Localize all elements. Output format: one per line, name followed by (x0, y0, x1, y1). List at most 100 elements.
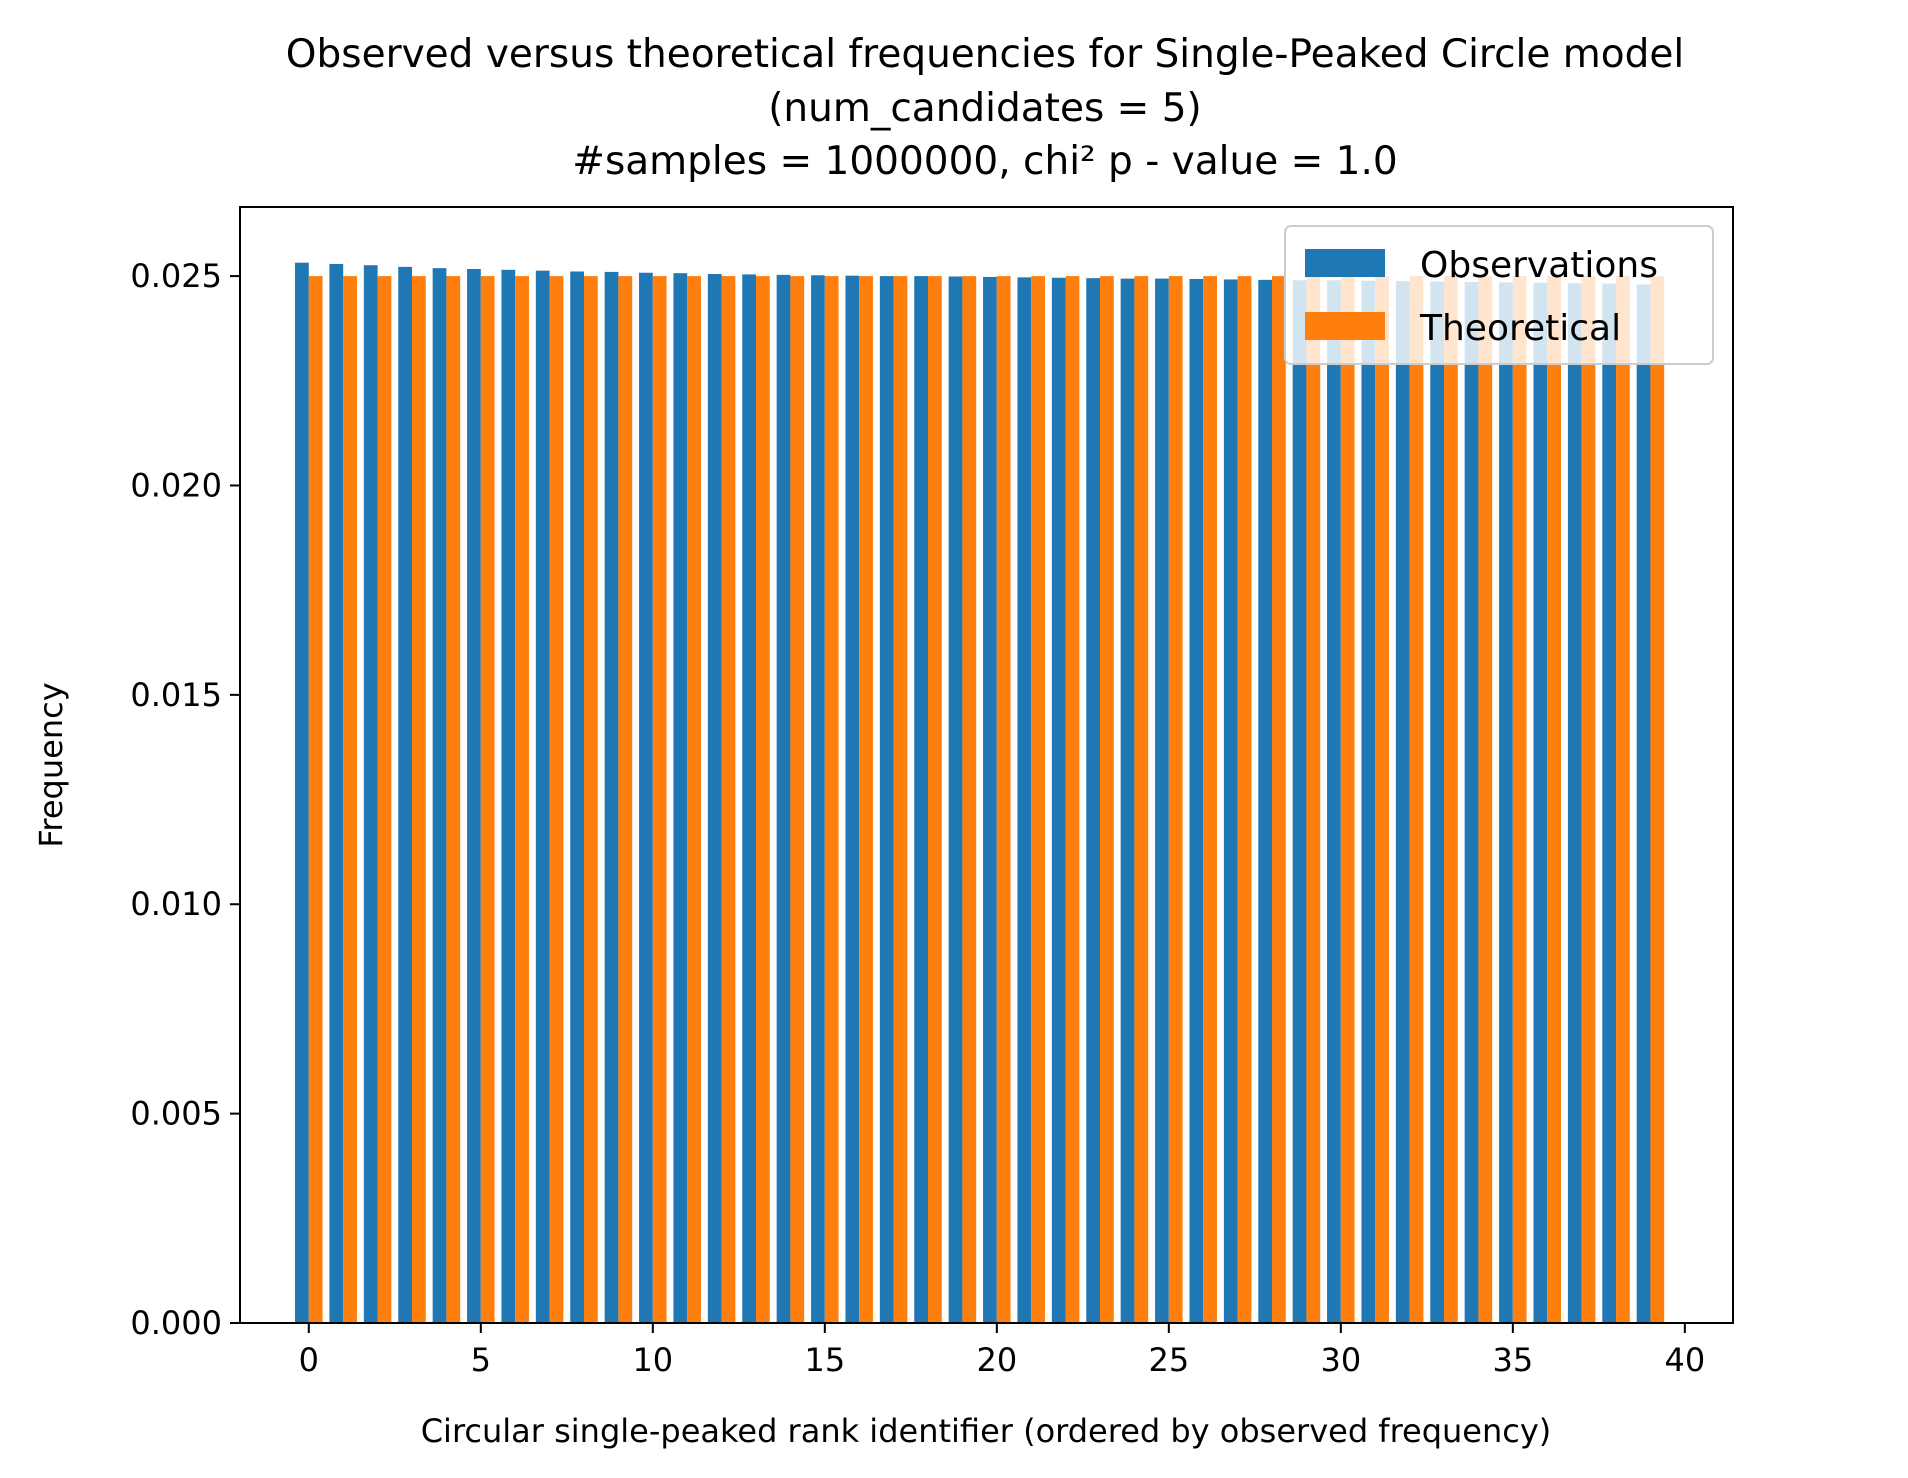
bar-theoretical-10 (652, 276, 667, 1324)
x-ticks-group: 0 5 10 15 20 25 30 35 40 (299, 1323, 1705, 1379)
bar-theoretical-27 (1237, 276, 1252, 1324)
bar-theoretical-39 (1650, 276, 1665, 1324)
bar-theoretical-16 (859, 276, 873, 1324)
bar-theoretical-37 (1581, 276, 1596, 1324)
bar-observations-3 (398, 266, 412, 1323)
bar-observations-15 (811, 275, 825, 1323)
bar-observations-20 (983, 276, 997, 1324)
bar-observations-37 (1567, 283, 1582, 1324)
y-ticks-group: 0.000 0.005 0.010 0.015 0.020 0.025 (130, 257, 240, 1342)
x-axis-label: Circular single-peaked rank identifier (… (421, 1412, 1552, 1450)
bar-observations-14 (776, 274, 791, 1324)
bar-observations-29 (1292, 280, 1307, 1323)
bar-theoretical-8 (584, 276, 598, 1324)
bar-observations-38 (1602, 283, 1617, 1323)
bar-theoretical-28 (1272, 276, 1286, 1324)
bar-observations-9 (604, 271, 619, 1323)
bar-observations-4 (432, 268, 447, 1323)
x-tick-label: 15 (804, 1341, 845, 1379)
bar-observations-18 (914, 276, 929, 1324)
x-tick-label: 10 (632, 1341, 673, 1379)
bar-observations-17 (879, 276, 894, 1324)
bar-observations-34 (1464, 281, 1479, 1324)
bar-theoretical-20 (996, 276, 1011, 1324)
legend-swatch-observations (1305, 249, 1385, 277)
bar-observations-2 (363, 265, 378, 1324)
y-tick-label: 0.005 (130, 1095, 222, 1133)
bar-theoretical-11 (687, 276, 701, 1324)
y-tick-label: 0.010 (130, 885, 222, 923)
bar-observations-33 (1430, 281, 1445, 1323)
legend-label-theoretical: Theoretical (1419, 308, 1621, 349)
bar-observations-26 (1189, 279, 1204, 1323)
bar-theoretical-31 (1375, 276, 1389, 1324)
bar-observations-21 (1017, 277, 1032, 1324)
bar-theoretical-17 (893, 276, 908, 1324)
y-tick-label: 0.020 (130, 466, 222, 504)
bar-theoretical-21 (1031, 276, 1045, 1324)
legend-label-observations: Observations (1420, 245, 1658, 286)
y-tick-label: 0.015 (130, 676, 222, 714)
y-tick-label: 0.025 (130, 257, 222, 295)
bar-observations-32 (1395, 281, 1410, 1323)
bar-theoretical-9 (618, 276, 633, 1324)
bars-group (295, 262, 1665, 1324)
bar-theoretical-38 (1616, 276, 1630, 1324)
bar-theoretical-7 (549, 276, 564, 1324)
bar-theoretical-35 (1512, 276, 1527, 1324)
bar-observations-35 (1499, 282, 1513, 1323)
bar-observations-0 (295, 262, 309, 1324)
plot-frame (239, 206, 1734, 1324)
bar-theoretical-23 (1100, 276, 1114, 1324)
x-tick-label: 25 (1148, 1341, 1189, 1379)
bar-theoretical-24 (1134, 276, 1149, 1324)
x-tick-label: 35 (1492, 1341, 1533, 1379)
x-tick-label: 30 (1320, 1341, 1361, 1379)
bar-theoretical-14 (790, 276, 805, 1324)
bar-observations-30 (1327, 280, 1341, 1323)
bar-observations-25 (1155, 278, 1169, 1323)
bar-observations-12 (707, 274, 722, 1323)
bar-observations-23 (1086, 278, 1101, 1324)
bar-theoretical-30 (1340, 276, 1355, 1324)
x-tick-label: 5 (471, 1341, 491, 1379)
legend: Observations Theoretical (1284, 225, 1714, 365)
bar-theoretical-5 (480, 276, 495, 1324)
bar-observations-24 (1120, 278, 1135, 1323)
bar-theoretical-12 (721, 276, 736, 1324)
bar-theoretical-15 (824, 276, 839, 1324)
bar-theoretical-1 (343, 276, 357, 1324)
legend-box (1284, 225, 1714, 365)
x-tick-label: 20 (976, 1341, 1017, 1379)
bar-observations-8 (570, 271, 585, 1323)
bar-theoretical-19 (962, 276, 977, 1324)
bar-theoretical-13 (756, 276, 770, 1324)
bar-theoretical-22 (1065, 276, 1080, 1324)
bar-observations-7 (535, 270, 550, 1323)
bar-observations-19 (948, 276, 963, 1323)
bar-observations-11 (673, 273, 688, 1323)
bar-theoretical-18 (928, 276, 942, 1324)
x-tick-label: 0 (299, 1341, 319, 1379)
bar-theoretical-25 (1168, 276, 1183, 1324)
chart-title-line-2: (num_candidates = 5) (768, 86, 1202, 131)
bar-theoretical-3 (412, 276, 426, 1324)
y-axis-label: Frequency (32, 682, 70, 847)
bar-theoretical-32 (1409, 276, 1424, 1324)
x-tick-label: 40 (1664, 1341, 1705, 1379)
bar-theoretical-26 (1203, 276, 1217, 1324)
bar-theoretical-29 (1306, 276, 1321, 1324)
bar-theoretical-6 (515, 276, 529, 1324)
legend-swatch-theoretical (1305, 312, 1385, 340)
bar-observations-39 (1636, 284, 1651, 1324)
bar-observations-27 (1223, 279, 1238, 1324)
bar-observations-13 (742, 274, 757, 1323)
bar-observations-36 (1533, 282, 1548, 1323)
bar-observations-28 (1258, 279, 1273, 1323)
chart-title-line-3: #samples = 1000000, chi² p - value = 1.0 (572, 139, 1397, 184)
bar-observations-10 (639, 272, 653, 1323)
bar-observations-22 (1051, 277, 1066, 1323)
bar-theoretical-34 (1478, 276, 1493, 1324)
